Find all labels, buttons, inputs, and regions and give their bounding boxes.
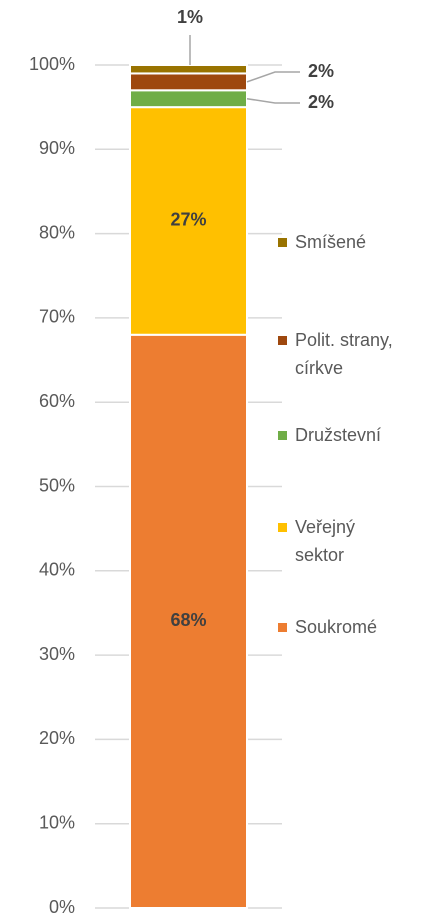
legend-swatch (278, 523, 287, 532)
legend-swatch (278, 623, 287, 632)
data-label: 2% (308, 92, 334, 112)
legend-item: Polit. strany, církve (278, 326, 398, 382)
y-tick-label: 100% (29, 54, 75, 74)
y-tick-label: 70% (39, 307, 75, 327)
legend-swatch (278, 238, 287, 247)
legend-item: Družstevní (278, 421, 398, 449)
y-tick-label: 60% (39, 391, 75, 411)
bar-segment (129, 72, 248, 92)
y-tick-label: 80% (39, 222, 75, 242)
leader-line (246, 71, 300, 83)
data-label: 68% (170, 610, 206, 630)
y-tick-label: 90% (39, 138, 75, 158)
legend-label: Veřejný sektor (295, 517, 356, 565)
y-tick-label: 10% (39, 812, 75, 832)
legend-label: Polit. strany, církve (295, 330, 393, 378)
bar-segment (129, 106, 248, 336)
y-tick-label: 0% (49, 897, 75, 917)
y-tick-label: 30% (39, 644, 75, 664)
bar-segment (129, 89, 248, 109)
y-tick-label: 20% (39, 728, 75, 748)
y-tick-label: 40% (39, 560, 75, 580)
legend-item: Veřejný sektor (278, 513, 398, 569)
legend-label: Družstevní (295, 425, 382, 445)
legend-label: Smíšené (295, 232, 367, 252)
data-label: 2% (308, 61, 334, 81)
data-label: 27% (170, 210, 206, 230)
data-label: 1% (177, 7, 203, 27)
legend-item: Soukromé (278, 613, 398, 641)
legend-swatch (278, 431, 287, 440)
leader-line (246, 97, 300, 104)
legend-item: Smíšené (278, 228, 398, 256)
bar-segment (129, 64, 248, 75)
legend-swatch (278, 336, 287, 345)
bar-segment (129, 333, 248, 909)
y-tick-label: 50% (39, 475, 75, 495)
legend-label: Soukromé (295, 617, 378, 637)
